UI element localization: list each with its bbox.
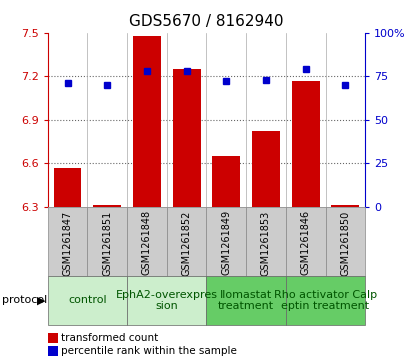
- Text: GSM1261846: GSM1261846: [301, 210, 311, 276]
- Text: EphA2-overexpres
sion: EphA2-overexpres sion: [116, 290, 218, 311]
- Text: transformed count: transformed count: [61, 333, 158, 343]
- Bar: [332, 205, 359, 207]
- Bar: [167, 207, 207, 276]
- Text: GSM1261847: GSM1261847: [63, 210, 73, 276]
- Text: ▶: ▶: [37, 295, 46, 305]
- Text: GSM1261852: GSM1261852: [182, 210, 192, 276]
- Title: GDS5670 / 8162940: GDS5670 / 8162940: [129, 14, 284, 29]
- Bar: [54, 168, 81, 207]
- Text: GSM1261849: GSM1261849: [221, 210, 231, 276]
- Text: GSM1261851: GSM1261851: [102, 210, 112, 276]
- Bar: [127, 207, 167, 276]
- Text: GSM1261853: GSM1261853: [261, 210, 271, 276]
- Bar: [212, 156, 240, 207]
- Text: control: control: [68, 295, 107, 305]
- Bar: [93, 205, 121, 207]
- Bar: [246, 207, 286, 276]
- Bar: [173, 69, 200, 207]
- Bar: [127, 276, 207, 325]
- Bar: [286, 207, 325, 276]
- Text: GSM1261848: GSM1261848: [142, 210, 152, 276]
- Text: Rho activator Calp
eptin treatment: Rho activator Calp eptin treatment: [274, 290, 377, 311]
- Text: protocol: protocol: [2, 295, 47, 305]
- Bar: [88, 207, 127, 276]
- Bar: [133, 36, 161, 207]
- Bar: [252, 131, 280, 207]
- Bar: [207, 207, 246, 276]
- Bar: [48, 207, 88, 276]
- Bar: [292, 81, 320, 207]
- Text: GSM1261850: GSM1261850: [340, 210, 350, 276]
- Bar: [325, 207, 365, 276]
- Bar: [48, 276, 127, 325]
- Text: Ilomastat
treatment: Ilomastat treatment: [218, 290, 274, 311]
- Bar: [207, 276, 286, 325]
- Text: percentile rank within the sample: percentile rank within the sample: [61, 346, 237, 356]
- Bar: [286, 276, 365, 325]
